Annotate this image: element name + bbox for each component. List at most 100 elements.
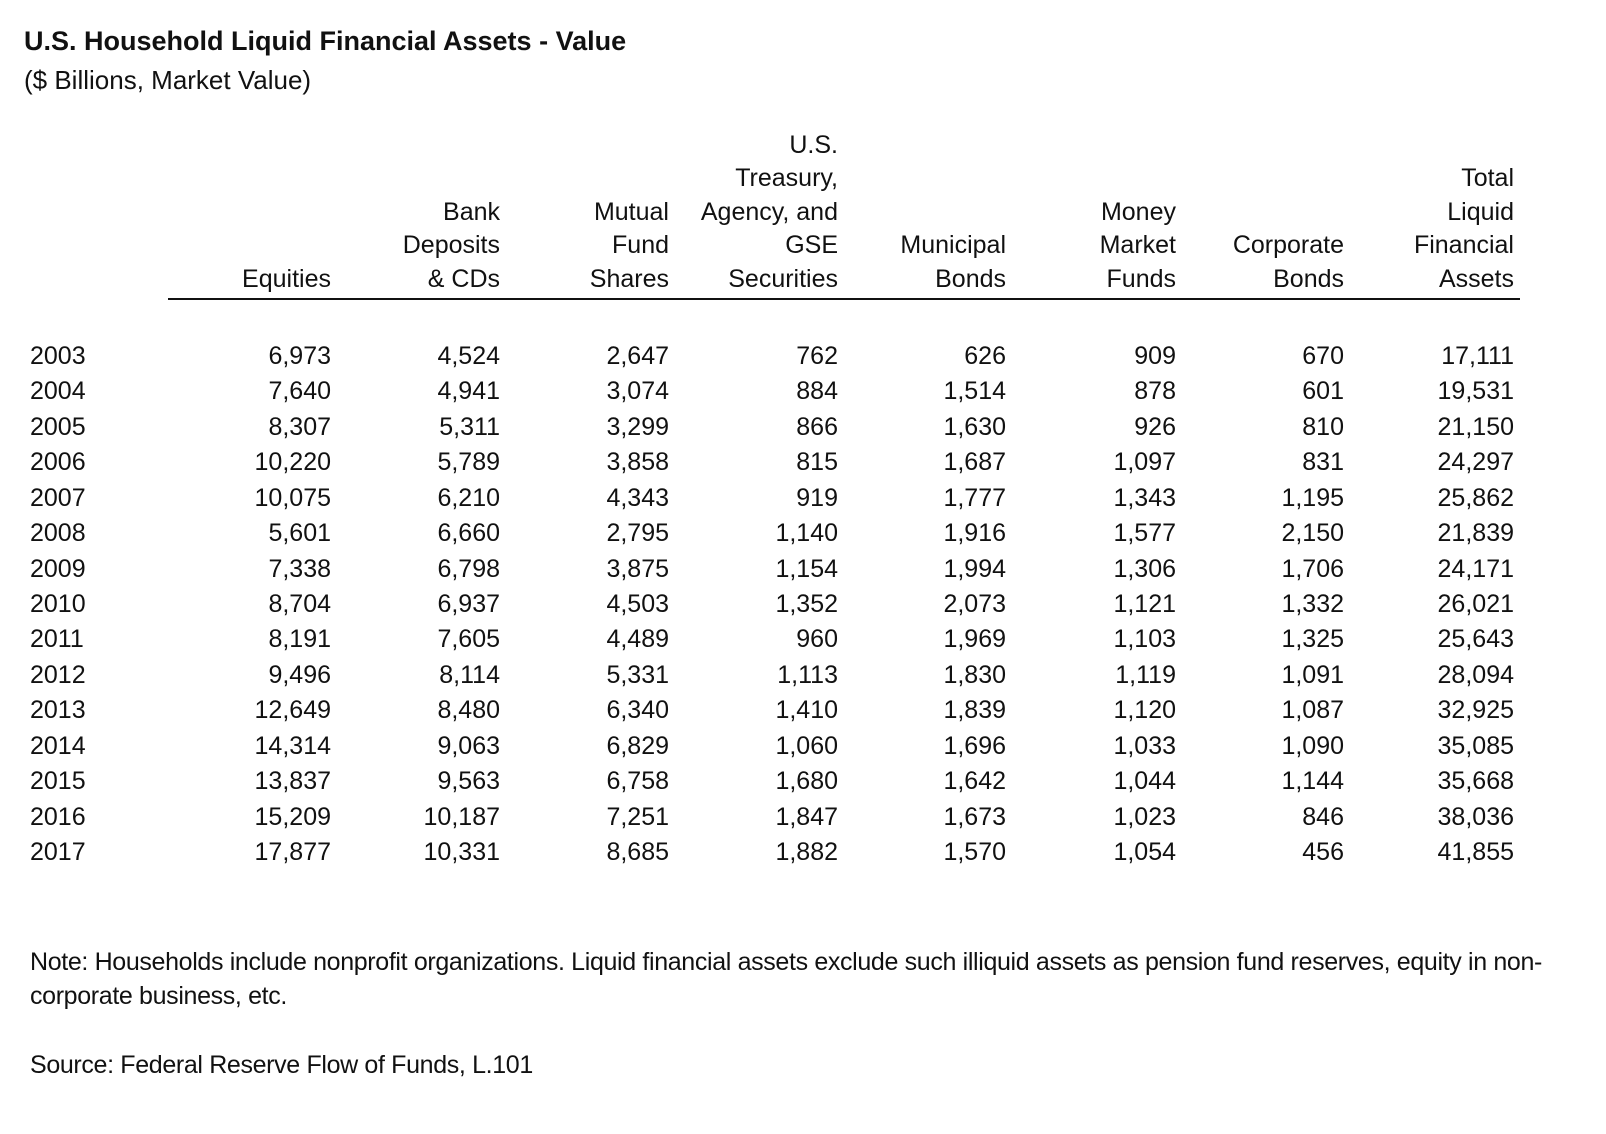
table-row: 2008 5,601 6,660 2,795 1,140 1,916 1,577 2,150 2… <box>0 516 1606 551</box>
row-year: 2007 <box>30 483 86 512</box>
table-cell: 28,094 <box>1437 660 1514 689</box>
table-cell: 810 <box>1302 412 1344 441</box>
table-cell: 7,338 <box>268 554 331 583</box>
table-cell: 1,140 <box>775 519 838 548</box>
table-cell: 3,074 <box>606 377 669 406</box>
table-cell: 2,073 <box>943 590 1006 618</box>
table-cell: 9,496 <box>268 660 331 689</box>
table-cell: 1,113 <box>777 660 838 689</box>
column-header-line: Securities <box>728 264 838 293</box>
row-year: 2009 <box>30 554 86 583</box>
table-cell: 12,649 <box>254 696 331 725</box>
table-cell: 1,325 <box>1281 625 1344 654</box>
table-cell: 6,340 <box>606 696 669 725</box>
table-cell: 19,531 <box>1437 377 1514 406</box>
header-rule <box>168 298 1520 300</box>
column-header: Corporate Bonds <box>1176 229 1344 296</box>
row-year: 2008 <box>30 519 86 548</box>
table-cell: 5,601 <box>268 519 331 548</box>
table-cell: 1,343 <box>1113 483 1176 512</box>
table-cell: 10,075 <box>254 483 331 512</box>
table-cell: 1,969 <box>943 625 1006 654</box>
table-cell: 8,307 <box>268 412 331 441</box>
table-cell: 4,343 <box>606 483 669 512</box>
table-cell: 884 <box>796 377 838 406</box>
table-cell: 21,839 <box>1437 519 1514 548</box>
row-year: 2004 <box>30 377 86 406</box>
table-cell: 7,640 <box>268 377 331 406</box>
row-year: 2012 <box>30 660 86 689</box>
table-cell: 1,332 <box>1281 590 1344 618</box>
table-cell: 5,331 <box>606 660 669 689</box>
table-cell: 3,299 <box>606 412 669 441</box>
table-cell: 9,063 <box>437 731 500 760</box>
table-cell: 1,352 <box>775 590 838 618</box>
table-row: 2004 7,640 4,941 3,074 884 1,514 878 601 19,531 <box>0 374 1606 409</box>
table-cell: 878 <box>1134 377 1176 406</box>
column-header-line: Corporate <box>1232 231 1344 259</box>
column-header: Money Market Funds <box>1008 196 1176 297</box>
table-cell: 1,839 <box>943 696 1006 725</box>
table-cell: 32,925 <box>1437 696 1514 725</box>
table-cell: 1,916 <box>943 519 1006 548</box>
table-cell: 456 <box>1302 838 1344 867</box>
row-year: 2005 <box>30 412 86 441</box>
table-cell: 7,605 <box>437 625 500 654</box>
page-subtitle: ($ Billions, Market Value) <box>24 65 312 95</box>
table-row: 2007 10,075 6,210 4,343 919 1,777 1,343 1,195 25… <box>0 481 1606 516</box>
table-cell: 8,480 <box>437 696 500 725</box>
table-cell: 1,514 <box>943 377 1006 406</box>
table-cell: 3,858 <box>606 448 669 477</box>
table-cell: 1,103 <box>1113 625 1176 654</box>
table-cell: 1,777 <box>943 483 1006 512</box>
column-header-line: Money <box>1100 197 1176 226</box>
table-cell: 8,704 <box>268 590 331 618</box>
row-year: 2017 <box>30 838 86 867</box>
table-cell: 866 <box>796 412 838 441</box>
table-cell: 10,187 <box>423 802 500 831</box>
table-cell: 10,220 <box>254 448 331 477</box>
table-cell: 14,314 <box>254 731 331 760</box>
table-cell: 1,023 <box>1113 802 1176 831</box>
row-year: 2015 <box>30 767 86 796</box>
column-header-line: Liquid <box>1447 197 1514 226</box>
table-cell: 1,570 <box>943 838 1006 867</box>
table-cell: 1,144 <box>1281 767 1344 796</box>
column-header-line: Fund <box>612 231 669 259</box>
table-cell: 6,937 <box>437 590 500 618</box>
table-cell: 1,087 <box>1281 696 1344 725</box>
table-cell: 1,847 <box>775 802 838 831</box>
column-header-line: U.S. <box>789 130 838 159</box>
column-header-line: Bank <box>443 197 500 226</box>
table-cell: 1,044 <box>1113 767 1176 796</box>
table-row: 2016 15,209 10,187 7,251 1,847 1,673 1,023 846 3… <box>0 800 1606 835</box>
column-header: Bank Deposits & CDs <box>332 196 500 297</box>
table-cell: 6,660 <box>437 519 500 548</box>
table-cell: 8,191 <box>268 625 331 654</box>
row-year: 2010 <box>30 590 86 618</box>
table-row: 2009 7,338 6,798 3,875 1,154 1,994 1,306 1,706 2… <box>0 552 1606 587</box>
table-cell: 6,829 <box>606 731 669 760</box>
column-header-line: Mutual <box>593 197 669 226</box>
table-cell: 6,758 <box>606 767 669 796</box>
table-cell: 15,209 <box>254 802 331 831</box>
table-row: 2010 8,704 6,937 4,503 1,352 2,073 1,121 1,332 2… <box>0 587 1606 622</box>
table-cell: 4,941 <box>437 377 500 406</box>
table-cell: 24,297 <box>1437 448 1514 477</box>
table-cell: 9,563 <box>437 767 500 796</box>
table-row: 2015 13,837 9,563 6,758 1,680 1,642 1,044 1,144… <box>0 764 1606 799</box>
table-cell: 21,150 <box>1437 412 1514 441</box>
table-cell: 1,090 <box>1281 731 1344 760</box>
column-header: Municipal Bonds <box>838 229 1006 296</box>
table-note: Note: Households include nonprofit organ… <box>30 948 1542 1010</box>
table-cell: 6,210 <box>437 483 500 512</box>
table-cell: 926 <box>1134 412 1176 441</box>
row-year: 2003 <box>30 342 86 370</box>
table-cell: 13,837 <box>254 767 331 796</box>
table-cell: 846 <box>1302 802 1344 831</box>
column-header-line: Equities <box>242 264 331 293</box>
table-cell: 1,673 <box>943 802 1006 831</box>
table-cell: 3,875 <box>606 554 669 583</box>
table-cell: 1,706 <box>1281 554 1344 583</box>
table-cell: 6,798 <box>437 554 500 583</box>
